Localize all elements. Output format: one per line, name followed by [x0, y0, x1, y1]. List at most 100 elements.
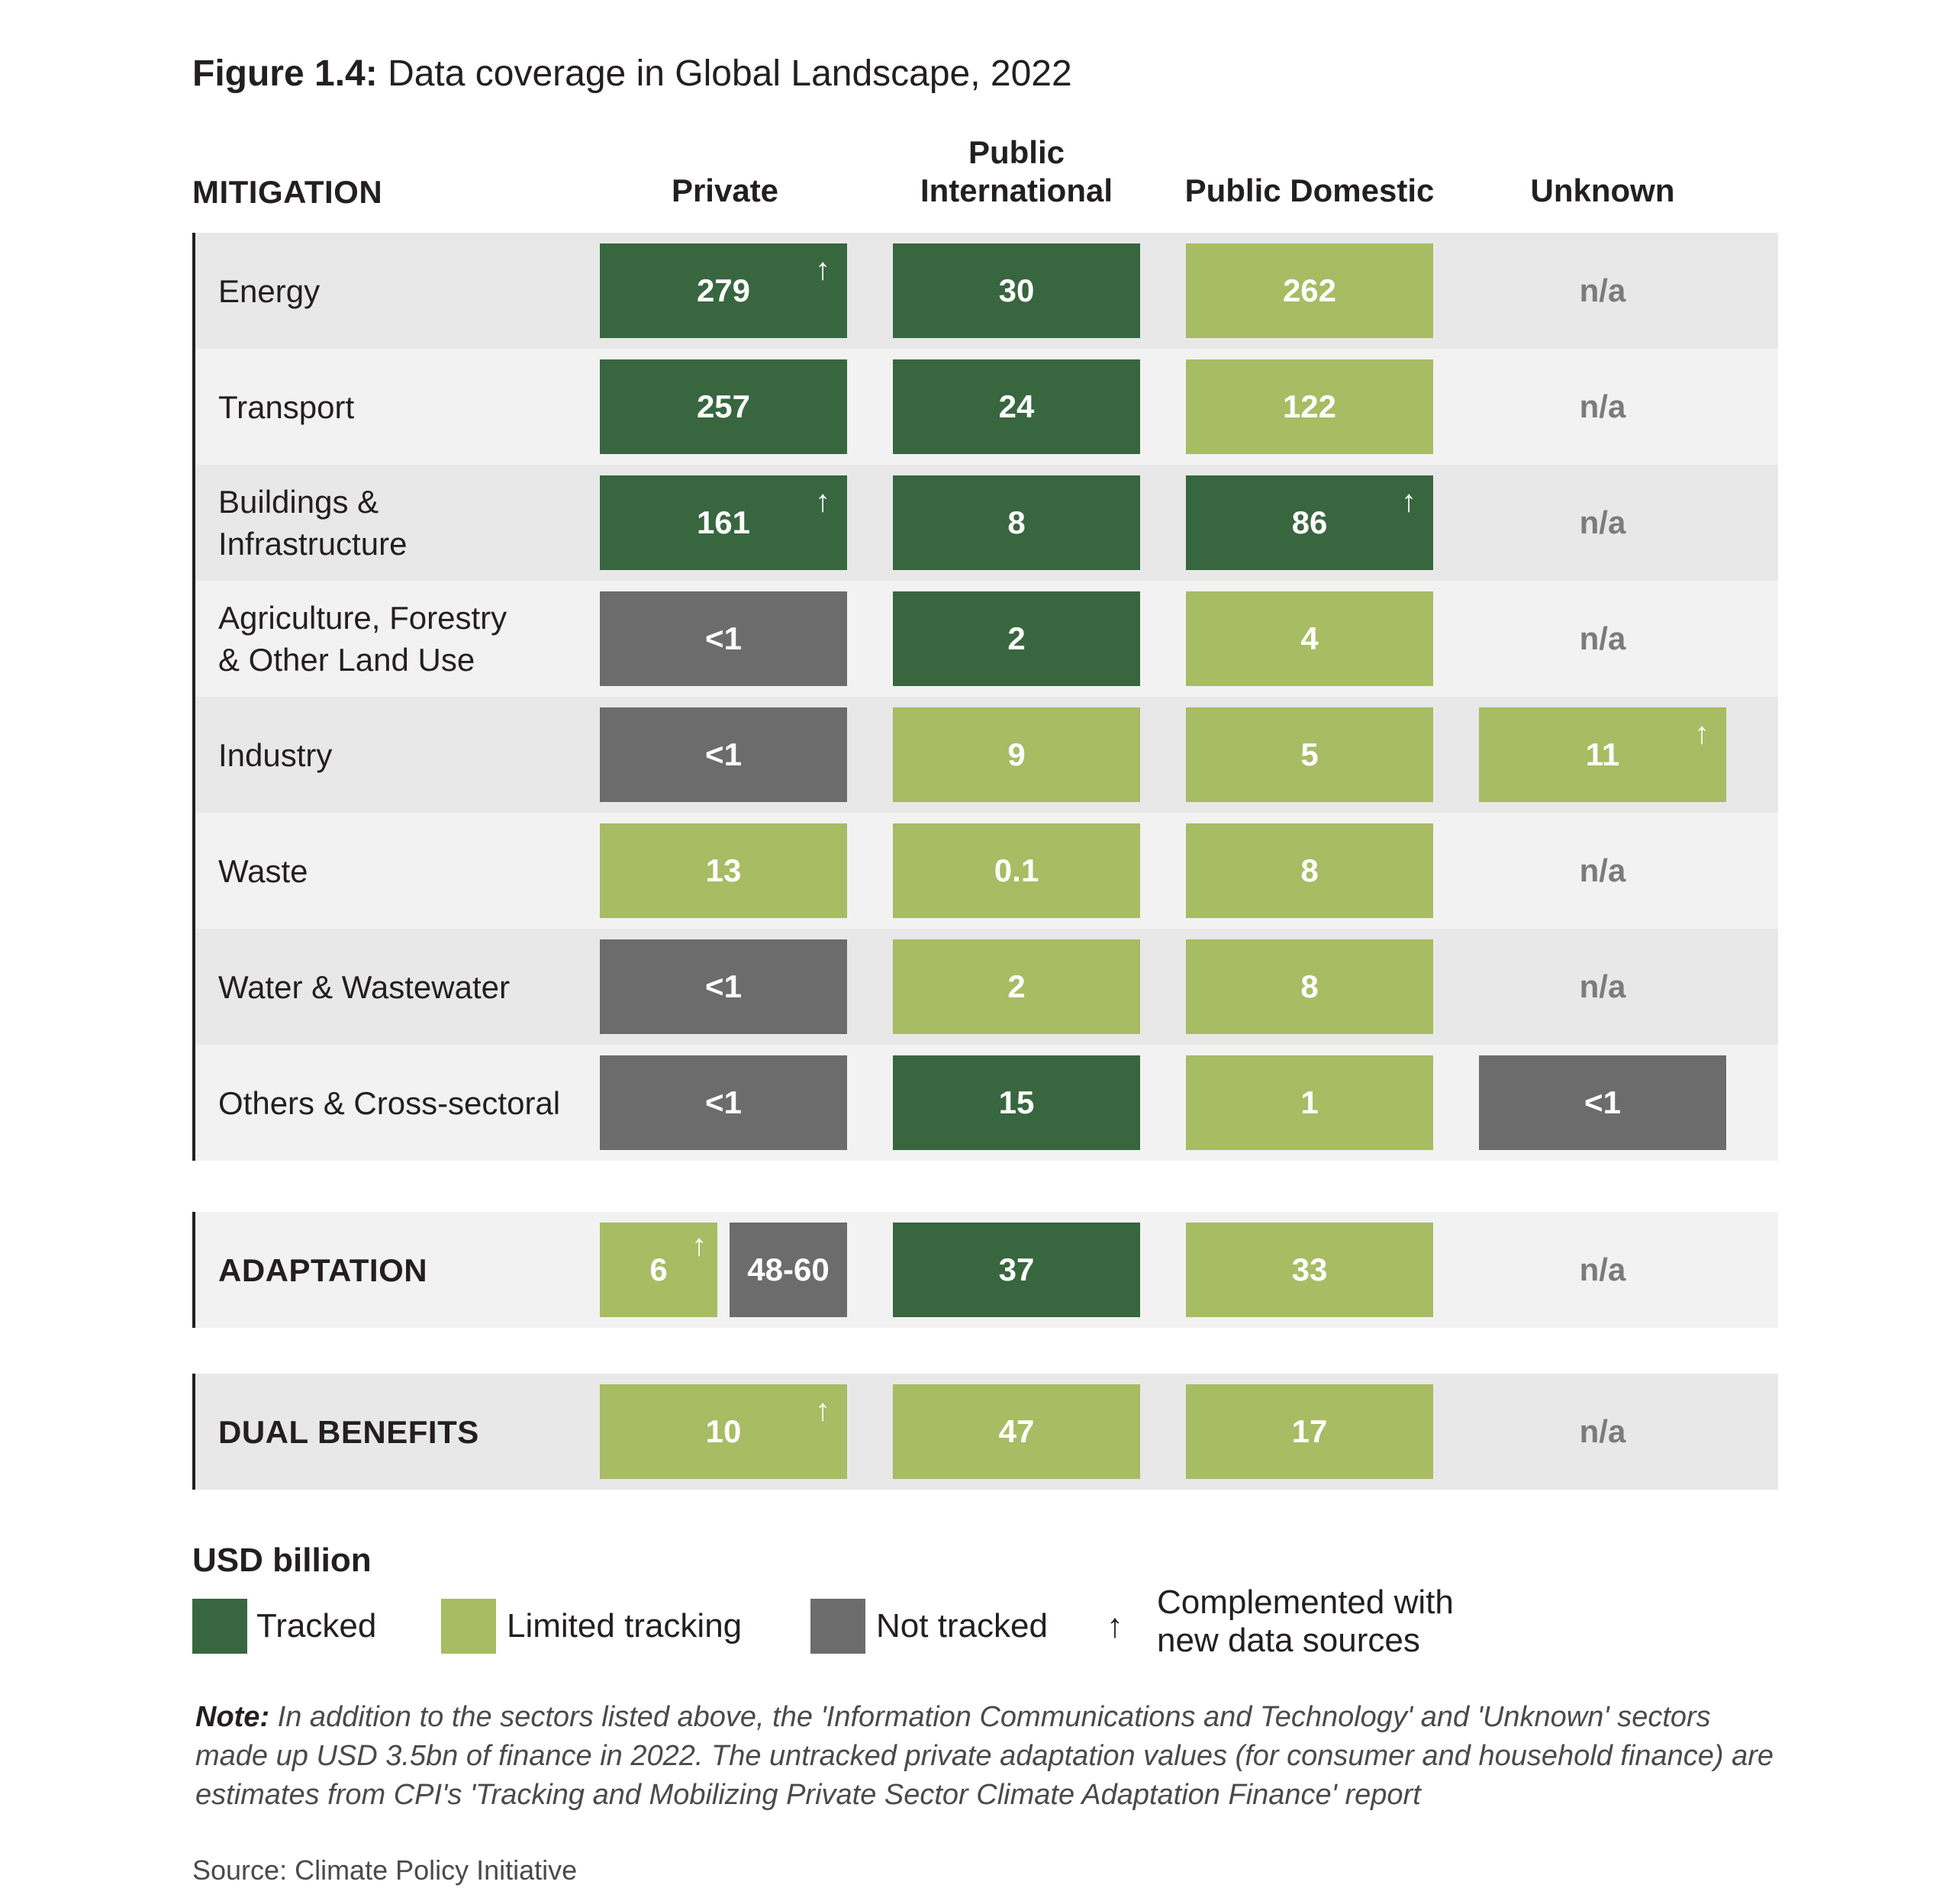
cell-value: 262 — [1282, 272, 1337, 308]
cell-public-domestic: 8 — [1186, 939, 1433, 1034]
up-arrow-icon: ↑ — [815, 485, 830, 518]
row-label-agriculture-forestry-other-land-use: Agriculture, Forestry & Other Land Use — [218, 600, 507, 678]
row-label-industry: Industry — [218, 736, 333, 773]
column-header-public-international: Public International — [920, 134, 1113, 208]
cell-public-international: 47 — [893, 1384, 1140, 1479]
cell-public-international: 0.1 — [893, 823, 1140, 918]
cell-public-international: 24 — [893, 359, 1140, 454]
cell-public-domestic: 8 — [1186, 823, 1433, 918]
cell-private: <1 — [600, 939, 847, 1034]
section-band-adaptation — [192, 1212, 1778, 1328]
cell-public-international: 2 — [893, 939, 1140, 1034]
cell-value: n/a — [1579, 1413, 1626, 1449]
cell-value: 6 — [649, 1252, 668, 1287]
cell-unknown: n/a — [1479, 243, 1726, 338]
cell-public-domestic: 17 — [1186, 1384, 1433, 1479]
cell-value: 1 — [1300, 1084, 1319, 1120]
figure-source: Source: Climate Policy Initiative — [192, 1854, 578, 1886]
cell-value: 5 — [1300, 736, 1319, 772]
cell-value: <1 — [705, 1084, 742, 1120]
cell-private: <1 — [600, 707, 847, 802]
cell-value: 11 — [1585, 736, 1620, 772]
cell-value: n/a — [1579, 852, 1626, 888]
cell-value: <1 — [705, 620, 742, 656]
cell-value: 257 — [696, 388, 751, 424]
cell-unknown: n/a — [1479, 591, 1726, 686]
cell-value: 8 — [1007, 504, 1026, 540]
cell-value: 8 — [1300, 968, 1319, 1004]
cell-private-tracked-part: 6 ↑ — [600, 1223, 717, 1317]
cell-public-domestic: 4 — [1186, 591, 1433, 686]
cell-value: 10 — [705, 1413, 742, 1449]
figure-note: Note: In addition to the sectors listed … — [195, 1698, 1783, 1815]
up-arrow-icon: ↑ — [815, 253, 830, 286]
cell-value: 0.1 — [994, 852, 1039, 888]
up-arrow-icon: ↑ — [691, 1229, 707, 1262]
unit-label: USD billion — [192, 1542, 372, 1579]
up-arrow-icon: ↑ — [1694, 717, 1709, 750]
cell-value: 47 — [998, 1413, 1035, 1449]
cell-public-domestic: 86 ↑ — [1186, 475, 1433, 570]
legend-label-not-tracked: Not tracked — [876, 1607, 1048, 1645]
cell-value: n/a — [1579, 968, 1626, 1004]
cell-private: 13 — [600, 823, 847, 918]
cell-value: n/a — [1579, 272, 1626, 308]
cell-public-international: 30 — [893, 243, 1140, 338]
figure-number: Figure 1.4: — [192, 53, 378, 94]
cell-public-international: 15 — [893, 1055, 1140, 1150]
cell-value: n/a — [1579, 388, 1626, 424]
cell-unknown: <1 — [1479, 1055, 1726, 1150]
row-label-energy: Energy — [218, 272, 321, 309]
cell-value: 122 — [1282, 388, 1337, 424]
cell-value: 15 — [998, 1084, 1035, 1120]
section-rule — [192, 233, 195, 1161]
row-label-water-wastewater: Water & Wastewater — [218, 968, 510, 1005]
cell-private: 161 ↑ — [600, 475, 847, 570]
cell-value: n/a — [1579, 504, 1626, 540]
cell-private: <1 — [600, 591, 847, 686]
cell-public-domestic: 1 — [1186, 1055, 1433, 1150]
cell-private: 279 ↑ — [600, 243, 847, 338]
cell-public-domestic: 5 — [1186, 707, 1433, 802]
row-label-transport: Transport — [218, 388, 355, 425]
cell-value: n/a — [1579, 1252, 1626, 1287]
cell-unknown: n/a — [1479, 359, 1726, 454]
cell-private: 257 — [600, 359, 847, 454]
cell-value: 4 — [1300, 620, 1319, 656]
up-arrow-icon: ↑ — [815, 1393, 830, 1427]
figure-title-text: Data coverage in Global Landscape, 2022 — [388, 53, 1072, 94]
cell-unknown: n/a — [1479, 475, 1726, 570]
row-label-buildings-infrastructure: Buildings & Infrastructure — [218, 484, 408, 562]
legend-swatch-tracked — [192, 1599, 247, 1654]
cell-unknown: n/a — [1479, 1384, 1726, 1479]
cell-value: 48-60 — [747, 1252, 830, 1287]
section-rule — [192, 1374, 195, 1490]
legend-label-tracked: Tracked — [256, 1607, 377, 1645]
section-band-mitigation — [192, 233, 1778, 1161]
cell-value: 13 — [705, 852, 742, 888]
column-header-unknown: Unknown — [1530, 172, 1675, 208]
section-rule — [192, 1212, 195, 1328]
cell-value: 17 — [1291, 1413, 1328, 1449]
cell-public-international: 2 — [893, 591, 1140, 686]
section-band-dual-benefits — [192, 1374, 1778, 1490]
legend-label-limited-tracking: Limited tracking — [507, 1607, 743, 1645]
cell-private: 10 ↑ — [600, 1384, 847, 1479]
cell-unknown: n/a — [1479, 1223, 1726, 1317]
up-arrow-icon: ↑ — [1401, 485, 1416, 518]
section-label-dual-benefits: DUAL BENEFITS — [218, 1413, 479, 1450]
cell-public-domestic: 33 — [1186, 1223, 1433, 1317]
cell-public-international: 9 — [893, 707, 1140, 802]
cell-unknown: 11 ↑ — [1479, 707, 1726, 802]
cell-value: <1 — [1584, 1084, 1621, 1120]
cell-value: 8 — [1300, 852, 1319, 888]
row-label-waste: Waste — [218, 852, 308, 889]
section-label-mitigation: MITIGATION — [192, 174, 383, 210]
cell-value: 2 — [1007, 968, 1026, 1004]
legend-label-new-data-sources: Complemented with new data sources — [1157, 1583, 1454, 1659]
cell-public-international: 37 — [893, 1223, 1140, 1317]
cell-value: 24 — [998, 388, 1035, 424]
cell-value: 161 — [696, 504, 751, 540]
cell-public-domestic: 262 — [1186, 243, 1433, 338]
row-label-others-cross-sectoral: Others & Cross-sectoral — [218, 1084, 561, 1121]
